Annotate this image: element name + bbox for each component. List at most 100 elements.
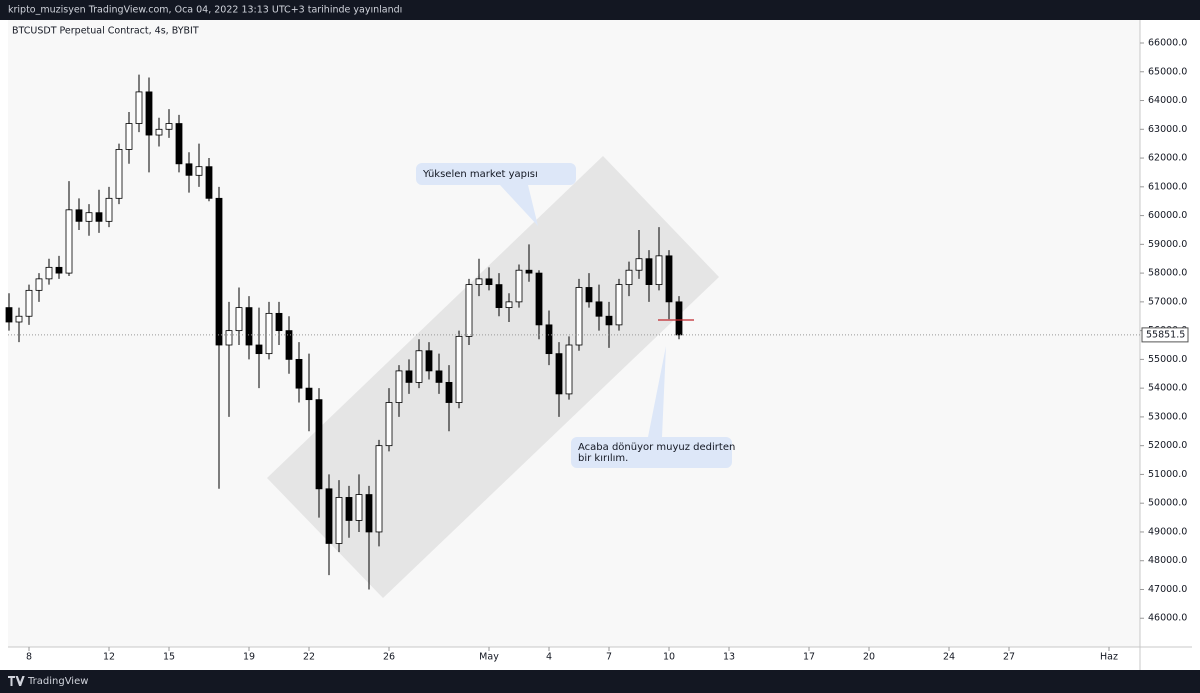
candle-body [605,315,613,326]
candles [5,74,683,590]
candle-body [275,312,283,332]
candle-body [415,350,423,383]
chart-title: BTCUSDT Perpetual Contract, 4s, BYBIT [12,26,199,37]
candle-body [115,149,123,199]
y-tick-label: 51000.0 [1148,469,1187,480]
candle-body [25,289,33,317]
candle-body [65,209,73,274]
candle-body [595,301,603,317]
candle-body [325,488,333,544]
last-price-box [1141,327,1189,343]
candle-body [545,324,553,355]
candle-body [525,269,533,274]
y-tick-label: 46000.0 [1148,613,1187,624]
annotation: Yükselen market yapısı [422,169,538,180]
candle-body [375,445,383,533]
candle-body [495,284,503,309]
candle-body [55,266,63,274]
candle-body [505,301,513,309]
y-tick-label: 55000.0 [1148,354,1187,365]
candle-body [515,269,523,303]
y-tick-label: 66000.0 [1148,38,1187,49]
y-tick-label: 48000.0 [1148,555,1187,566]
candle-body [565,344,573,395]
candle-body [425,350,433,372]
x-tick-label: May [479,652,499,663]
annotation: bir kırılım. [578,453,628,464]
candle-body [635,258,643,271]
candle-body [315,399,323,490]
candle-body [85,212,93,222]
candle-body [15,315,23,323]
candle-body [645,258,653,286]
x-tick-label: 10 [663,652,675,663]
y-tick-label: 47000.0 [1148,584,1187,595]
candle-body [625,269,633,286]
candle-body [185,163,193,176]
candle-body [455,335,463,403]
x-tick-label: Haz [1100,652,1118,663]
header: kripto_muzisyen TradingView.com, Oca 04,… [8,5,402,16]
candle-body [165,123,173,130]
y-tick-label: 58000.0 [1148,268,1187,279]
candle-body [665,255,673,303]
candle-body [45,266,53,280]
y-tick-label: 60000.0 [1148,210,1187,221]
candle-body [655,255,663,286]
x-tick-label: 13 [723,652,735,663]
y-tick-label: 50000.0 [1148,498,1187,509]
callout-1 [416,163,576,226]
y-tick-label: 63000.0 [1148,124,1187,135]
x-tick-label: 24 [943,652,955,663]
x-tick-label: 20 [863,652,875,663]
x-tick-label: 4 [546,652,552,663]
y-tick-label: 65000.0 [1148,66,1187,77]
candle-body [345,497,353,521]
candle-body [355,494,363,521]
candle-body [555,353,563,395]
candle-body [535,272,543,326]
x-tick-label: 8 [26,652,32,663]
y-tick-label: 53000.0 [1148,411,1187,422]
candle-body [205,166,213,199]
candle-body [215,197,223,346]
y-tick-label: 52000.0 [1148,440,1187,451]
y-tick-label: 49000.0 [1148,526,1187,537]
candle-body [105,197,113,222]
candle-body [445,381,453,403]
x-tick-label: 19 [243,652,255,663]
candle-body [175,123,183,165]
x-tick-label: 7 [606,652,612,663]
y-tick-label: 57000.0 [1148,296,1187,307]
candle-body [35,278,43,291]
callout-2 [571,346,732,468]
x-tick-label: 15 [163,652,175,663]
candle-body [295,358,303,389]
candle-body [485,278,493,286]
candle-body [75,209,83,222]
candle-body [155,128,163,136]
candle-body [395,370,403,403]
candle-body [305,387,313,401]
x-tick-label: 12 [103,652,115,663]
candle-body [335,497,343,544]
candle-body [615,284,623,326]
candle-body [145,91,153,136]
candle-body [475,278,483,286]
candle-body [5,307,13,323]
candle-body [405,370,413,383]
y-tick-label: 54000.0 [1148,383,1187,394]
y-tick-label: 61000.0 [1148,181,1187,192]
y-tick-label: 62000.0 [1148,153,1187,164]
candle-body [465,284,473,337]
x-tick-label: 17 [803,652,815,663]
candle-body [365,494,373,533]
candle-body [125,123,133,150]
candle-body [385,402,393,447]
x-tick-label: 26 [383,652,395,663]
logo [8,676,25,686]
y-tick-label: 59000.0 [1148,239,1187,250]
candle-body [245,307,253,346]
candle-body [675,301,683,336]
